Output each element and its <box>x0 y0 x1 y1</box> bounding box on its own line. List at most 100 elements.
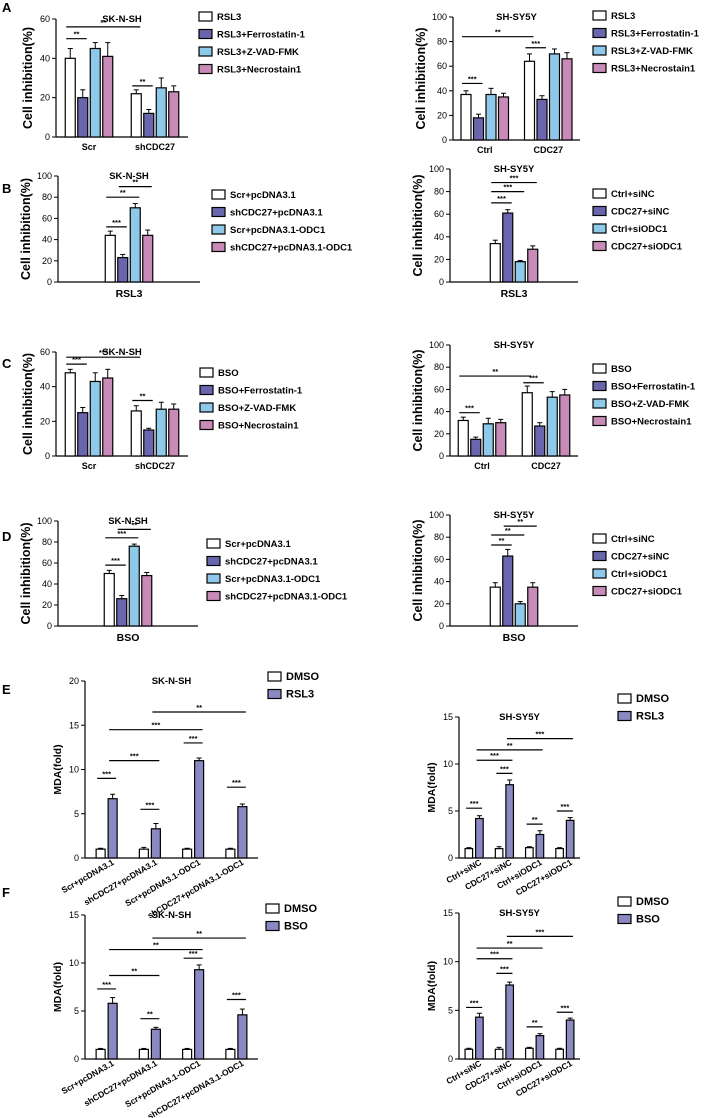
y-tick-label: 60 <box>40 14 50 24</box>
bar <box>485 93 497 141</box>
legend-swatch <box>211 206 226 218</box>
significance-label: *** <box>232 990 241 999</box>
bar <box>64 57 76 138</box>
legend-swatch <box>206 538 221 549</box>
significance-label: ** <box>74 30 80 39</box>
legend-label: BSO+Necrostain1 <box>611 417 692 428</box>
y-axis-label: Cell inhibition(%) <box>414 27 428 129</box>
chart-6: D SK-N-SH 0 20 40 60 80 100 Cell inhibition(%) BS… <box>2 516 348 644</box>
significance-label: ** <box>147 1010 153 1019</box>
y-axis-label: Cell inhibition(%) <box>411 349 425 451</box>
x-tick-label: Ctrl <box>474 461 490 471</box>
legend-swatch <box>199 402 214 413</box>
legend-label: BSO <box>636 914 660 926</box>
significance-label: *** <box>189 734 198 743</box>
significance-label: *** <box>500 964 509 973</box>
chart-7: SH-SY5Y 0 20 40 60 80 100 Cell inhibition(%) BSO… <box>411 510 683 644</box>
y-axis-label: Cell inhibition(%) <box>19 522 33 624</box>
y-tick-label: 60 <box>434 384 444 394</box>
y-tick-label: 80 <box>434 187 444 197</box>
significance-label: ** <box>131 520 137 529</box>
panel-label: B <box>2 181 11 196</box>
chart-9: SH-SY5Y051015MDA(fold)Ctrl+siNCCDC27+siN… <box>426 693 669 898</box>
y-tick-label: 40 <box>40 382 50 392</box>
x-tick-label: BSO <box>117 632 140 644</box>
legend-label: RSL3+Necrostain1 <box>217 65 302 76</box>
significance-label: *** <box>497 194 506 203</box>
legend-swatch <box>592 398 607 409</box>
bar <box>472 117 485 141</box>
y-tick-label: 0 <box>74 1054 79 1064</box>
bar <box>77 412 89 457</box>
chart-0: A SK-N-SH 0 20 40 60 Cell inhibition(%) Scr shCD… <box>2 0 306 152</box>
panel-label: C <box>2 356 12 371</box>
bar <box>548 53 561 141</box>
bar <box>536 98 548 141</box>
y-axis-label: MDA(fold) <box>52 962 64 1012</box>
bar <box>102 55 114 138</box>
legend-label: DMSO <box>636 693 669 705</box>
bar <box>103 572 115 627</box>
bar <box>142 234 154 283</box>
bar <box>514 603 526 627</box>
bar <box>194 760 205 859</box>
bar <box>457 419 469 457</box>
legend-swatch <box>198 46 213 57</box>
chart-title: SH-SY5Y <box>496 12 537 23</box>
legend-swatch <box>592 363 607 374</box>
y-axis-label: Cell inhibition(%) <box>21 27 35 129</box>
legend-label: CDC27+siNC <box>611 207 669 218</box>
y-tick-label: 80 <box>434 362 444 372</box>
y-tick-label: 0 <box>448 853 453 863</box>
chart-title: SH-SY5Y <box>499 908 540 919</box>
legend-label: Scr+pcDNA3.1-ODC1 <box>230 225 326 236</box>
bar <box>527 586 539 627</box>
significance-label: ** <box>100 18 106 27</box>
significance-label: *** <box>500 764 509 773</box>
legend-label: Ctrl+siODC1 <box>611 569 668 580</box>
legend-swatch <box>267 688 282 700</box>
significance-label: *** <box>145 800 154 809</box>
panel-label: D <box>2 529 11 544</box>
bar <box>225 848 236 859</box>
legend-label: RSL3+Z-VAD-FMK <box>611 46 693 57</box>
bar <box>555 1048 564 1060</box>
legend-swatch <box>211 224 226 235</box>
legend-swatch <box>592 550 607 562</box>
significance-label: ** <box>153 941 159 950</box>
bar <box>128 545 140 627</box>
bar <box>505 784 515 859</box>
y-tick-label: 15 <box>69 720 79 730</box>
x-tick-label: Scr <box>82 142 97 152</box>
x-tick-label: shCDC27 <box>135 142 175 152</box>
y-tick-label: 0 <box>45 132 50 142</box>
significance-label: *** <box>130 752 139 761</box>
bar <box>155 87 167 138</box>
bar <box>482 423 494 457</box>
legend-label: RSL3+Z-VAD-FMK <box>217 47 299 58</box>
legend-swatch <box>592 223 607 234</box>
significance-label: *** <box>536 927 545 936</box>
panel-label: F <box>2 885 10 900</box>
y-tick-label: 0 <box>47 621 52 631</box>
chart-1: SH-SY5Y 0 20 40 60 80 100 Cell inhibition(%) Ctr… <box>414 10 700 155</box>
significance-label: *** <box>470 799 479 808</box>
y-tick-label: 10 <box>443 759 453 769</box>
significance-label: ** <box>532 815 538 824</box>
legend-swatch <box>199 419 214 431</box>
legend-swatch <box>592 533 607 544</box>
legend-label: RSL3 <box>286 689 314 701</box>
bar <box>116 598 128 627</box>
legend-swatch <box>617 896 632 907</box>
legend-label: BSO <box>218 368 239 379</box>
y-axis-label: MDA(fold) <box>426 762 438 812</box>
significance-label: *** <box>112 218 121 227</box>
chart-4: C SK-N-SH 0 20 40 60 Cell inhibition(%) Scr shCD… <box>2 347 303 471</box>
bar <box>464 1048 474 1060</box>
legend-label: CDC27+siODC1 <box>611 587 683 598</box>
y-tick-label: 20 <box>434 429 444 439</box>
y-tick-label: 0 <box>448 1054 453 1064</box>
legend-label: BSO+Z-VAD-FMK <box>218 403 296 414</box>
legend-swatch <box>592 45 607 56</box>
